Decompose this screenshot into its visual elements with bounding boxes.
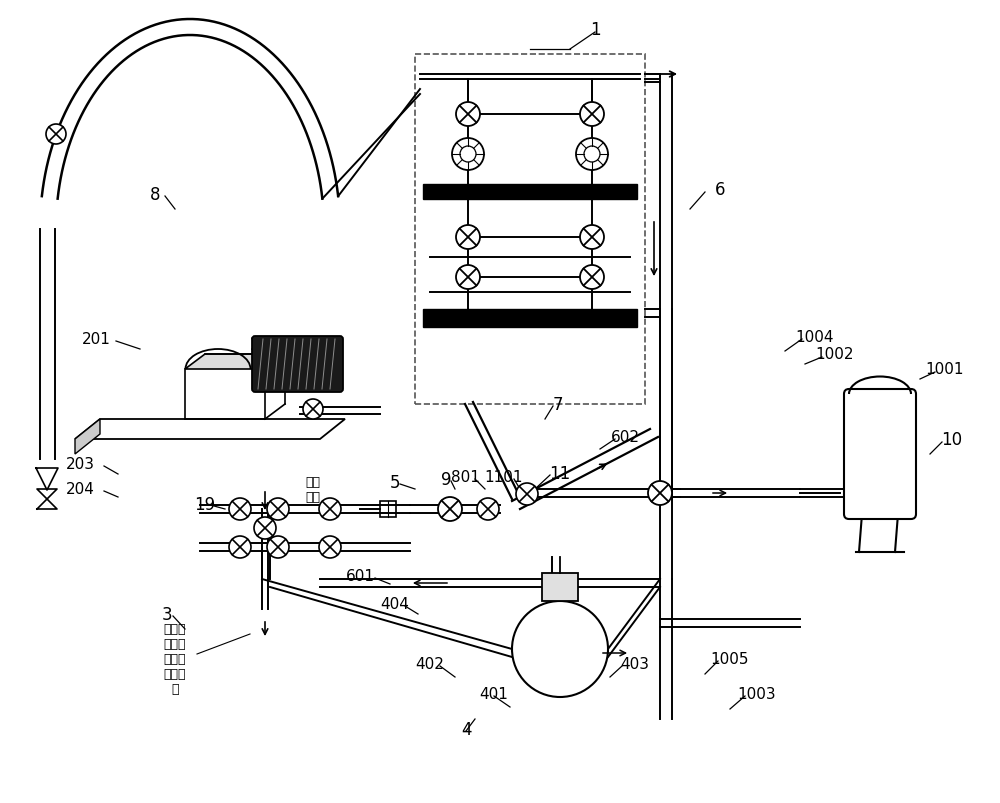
Circle shape [584,147,600,163]
Text: 601: 601 [346,569,375,584]
Circle shape [456,226,480,250]
Text: 1001: 1001 [926,362,964,377]
Polygon shape [185,355,285,369]
Text: 输出至
油管与
套筒之
间的环
空: 输出至 油管与 套筒之 间的环 空 [164,622,186,695]
Text: 10: 10 [941,430,963,448]
Text: 8: 8 [150,185,160,204]
Text: 801: 801 [451,470,479,485]
Text: 1005: 1005 [711,652,749,666]
Circle shape [319,536,341,558]
Text: 202: 202 [316,374,344,389]
Text: 602: 602 [610,430,640,445]
Circle shape [438,497,462,521]
Bar [415,55,645,405]
Circle shape [254,517,276,540]
Text: 7: 7 [553,396,563,414]
Text: 404: 404 [381,597,409,612]
Bar [423,310,637,328]
Text: 1004: 1004 [796,330,834,345]
Circle shape [267,536,289,558]
Circle shape [576,139,608,171]
Circle shape [477,499,499,520]
FancyBboxPatch shape [252,336,343,393]
Circle shape [229,536,251,558]
Circle shape [267,499,289,520]
Text: 4: 4 [461,720,471,738]
Text: 203: 203 [66,457,95,472]
Text: 油管
输入: 油管 输入 [305,475,320,503]
Text: 402: 402 [416,657,444,671]
Circle shape [516,483,538,505]
Bar [542,573,578,601]
Circle shape [452,139,484,171]
Circle shape [303,400,323,419]
Text: 19: 19 [194,495,216,513]
Text: 2: 2 [250,336,260,353]
Circle shape [456,266,480,290]
Text: 1: 1 [590,21,600,39]
Polygon shape [75,419,100,454]
Circle shape [512,601,608,697]
Text: 1002: 1002 [816,347,854,362]
Text: 11: 11 [549,464,571,483]
Circle shape [580,266,604,290]
Text: 401: 401 [480,687,508,702]
Circle shape [456,103,480,127]
Text: 403: 403 [620,657,650,671]
Circle shape [580,226,604,250]
Circle shape [229,499,251,520]
Circle shape [460,147,476,163]
Text: 201: 201 [82,332,110,347]
Text: 204: 204 [66,482,94,497]
Circle shape [319,499,341,520]
Circle shape [580,103,604,127]
Text: 3: 3 [162,605,172,623]
FancyBboxPatch shape [844,389,916,520]
Text: 1003: 1003 [738,687,776,702]
Text: 1101: 1101 [485,470,523,485]
Text: 6: 6 [715,181,725,199]
Circle shape [648,482,672,505]
Bar [380,501,396,517]
Bar [423,185,637,200]
Circle shape [46,124,66,145]
Text: 9: 9 [441,471,451,488]
Text: 5: 5 [390,474,400,491]
